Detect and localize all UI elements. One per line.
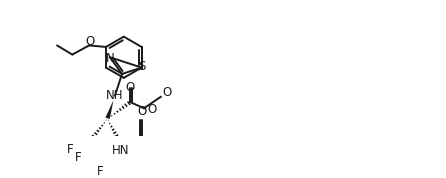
Text: N: N [106,51,115,64]
Text: O: O [162,87,172,100]
Text: O: O [126,81,135,94]
Text: HN: HN [112,144,129,157]
Text: O: O [85,35,95,48]
Polygon shape [105,100,114,119]
Text: F: F [75,151,82,164]
Text: O: O [147,103,157,116]
Text: NH: NH [106,89,124,102]
Text: S: S [139,60,146,73]
Text: O: O [137,105,146,118]
Text: F: F [67,143,74,156]
Text: F: F [96,165,103,178]
